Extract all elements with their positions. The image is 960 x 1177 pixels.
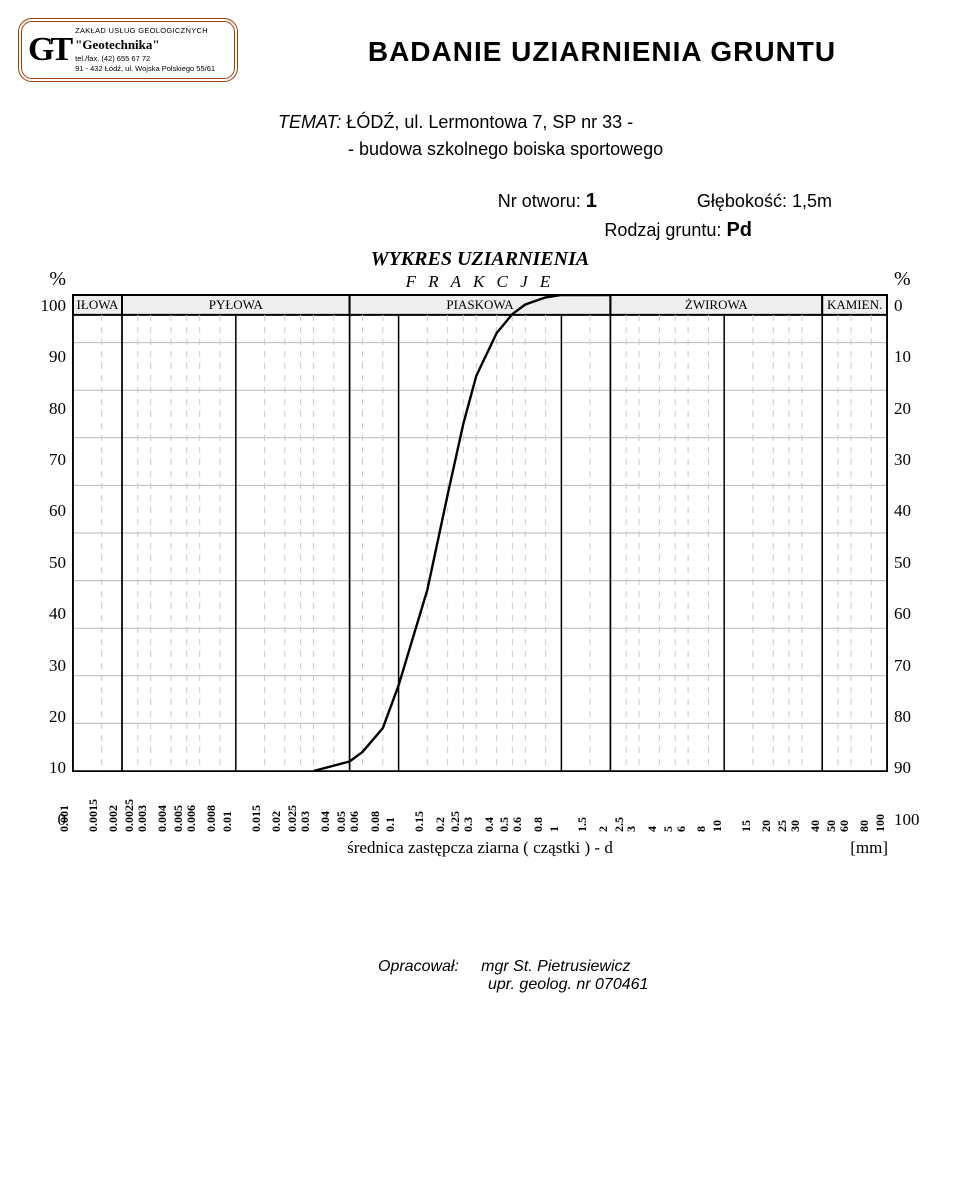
- x-tick: 0.4: [482, 817, 497, 832]
- y-left-tick: 100: [20, 297, 66, 314]
- x-tick: 1: [547, 826, 562, 832]
- x-tick: 0.3: [461, 817, 476, 832]
- y-left-tick: 30: [20, 657, 66, 674]
- logo-mark: GT: [28, 33, 69, 67]
- fraction-label: ŻWIROWA: [685, 297, 748, 313]
- y-axis-left: % 1009080706050403020100: [20, 268, 66, 828]
- x-tick: 60: [837, 820, 852, 832]
- x-tick: 0.002: [106, 805, 121, 832]
- footer-cred: upr. geolog. nr 070461: [488, 976, 648, 993]
- y-left-tick: 10: [20, 759, 66, 776]
- x-tick: 0.004: [155, 805, 170, 832]
- depth-label: Głębokość:: [697, 191, 787, 211]
- depth-value: 1,5m: [792, 191, 832, 211]
- x-tick: 100: [873, 814, 888, 832]
- footer-name: mgr St. Pietrusiewicz: [481, 958, 630, 975]
- y-left-unit: %: [20, 268, 66, 297]
- y-left-tick: 20: [20, 708, 66, 725]
- y-right-tick: 30: [894, 451, 940, 468]
- x-tick: 0.1: [383, 817, 398, 832]
- company-logo-card: GT ZAKŁAD USŁUG GEOLOGICZNYCH "Geotechni…: [18, 18, 238, 82]
- x-tick: 0.2: [433, 817, 448, 832]
- y-right-tick: 70: [894, 657, 940, 674]
- x-tick: 0.06: [347, 811, 362, 832]
- y-left-tick: 40: [20, 605, 66, 622]
- x-tick: 0.08: [368, 811, 383, 832]
- borehole-value: 1: [586, 190, 597, 212]
- company-line4: 91 - 432 Łódź, ul. Wojska Polskiego 55/6…: [75, 64, 215, 74]
- x-tick: 0.015: [249, 805, 264, 832]
- y-right-tick: 50: [894, 554, 940, 571]
- borehole-depth-row: Nr otworu: 1 Głębokość: 1,5m: [18, 190, 832, 213]
- x-tick: 0.003: [135, 805, 150, 832]
- x-tick: 80: [857, 820, 872, 832]
- grain-size-chart: WYKRES UZIARNIENIA F R A K C J E % 10090…: [20, 268, 940, 828]
- y-right-tick: 10: [894, 348, 940, 365]
- y-right-tick: 100: [894, 811, 940, 828]
- fraction-label: KAMIEN.: [827, 297, 882, 313]
- x-tick: 2: [596, 826, 611, 832]
- page-title: BADANIE UZIARNIENIA GRUNTU: [262, 36, 942, 68]
- subject-line-1: TEMAT: ŁÓDŹ, ul. Lermontowa 7, SP nr 33 …: [278, 112, 942, 133]
- x-tick: 0.03: [298, 811, 313, 832]
- x-tick: 0.6: [510, 817, 525, 832]
- x-tick: 0.04: [318, 811, 333, 832]
- y-right-tick: 60: [894, 605, 940, 622]
- footer-label: Opracował:: [378, 958, 459, 975]
- fraction-label: PIASKOWA: [446, 297, 513, 313]
- y-right-tick: 90: [894, 759, 940, 776]
- x-tick: 0.01: [220, 811, 235, 832]
- subject-value-1: ŁÓDŹ, ul. Lermontowa 7, SP nr 33 -: [346, 112, 633, 132]
- x-tick: 6: [674, 826, 689, 832]
- y-left-tick: 90: [20, 348, 66, 365]
- y-right-tick: 0: [894, 297, 940, 314]
- company-line3: tel./fax. (42) 655 67 72: [75, 54, 215, 64]
- soil-row: Rodzaj gruntu: Pd: [18, 219, 752, 242]
- chart-title: WYKRES UZIARNIENIA: [72, 248, 888, 271]
- y-right-tick: 80: [894, 708, 940, 725]
- borehole-label: Nr otworu:: [498, 191, 581, 211]
- subject-line-2: - budowa szkolnego boiska sportowego: [348, 139, 942, 160]
- x-tick: 0.0015: [86, 799, 101, 832]
- y-right-unit: %: [894, 268, 940, 297]
- x-tick: 8: [694, 826, 709, 832]
- y-left-tick: 50: [20, 554, 66, 571]
- soil-label: Rodzaj gruntu:: [604, 220, 721, 240]
- x-tick: 0.02: [269, 811, 284, 832]
- x-tick: 0.15: [412, 811, 427, 832]
- x-axis-ticks: 0.0010.00150.0020.00250.0030.0040.0050.0…: [72, 776, 888, 826]
- x-tick: 40: [808, 820, 823, 832]
- x-tick: 15: [739, 820, 754, 832]
- soil-value: Pd: [726, 219, 752, 241]
- x-axis-unit: [mm]: [850, 838, 888, 858]
- fraction-label: PYŁOWA: [209, 297, 263, 313]
- x-tick: 1.5: [575, 817, 590, 832]
- company-text: ZAKŁAD USŁUG GEOLOGICZNYCH "Geotechnika"…: [75, 26, 215, 74]
- x-tick: 0.001: [57, 805, 72, 832]
- x-tick: 0.8: [531, 817, 546, 832]
- y-axis-right: % 0 10 20 30 40 50 60 70 80 90 100: [894, 268, 940, 828]
- fraction-label: IŁOWA: [77, 297, 119, 313]
- y-left-tick: 60: [20, 502, 66, 519]
- y-right-tick: 40: [894, 502, 940, 519]
- x-tick: 3: [624, 826, 639, 832]
- footer-credit: Opracował: mgr St. Pietrusiewicz upr. ge…: [378, 958, 942, 994]
- x-tick: 0.008: [204, 805, 219, 832]
- company-line2: "Geotechnika": [75, 36, 215, 54]
- x-tick: 4: [645, 826, 660, 832]
- company-line1: ZAKŁAD USŁUG GEOLOGICZNYCH: [75, 26, 215, 36]
- subject-label: TEMAT:: [278, 112, 341, 132]
- plot-area: IŁOWA PYŁOWA PIASKOWA ŻWIROWA KAMIEN.: [72, 294, 888, 772]
- y-right-tick: 20: [894, 400, 940, 417]
- x-tick: 20: [759, 820, 774, 832]
- x-tick: 0.006: [184, 805, 199, 832]
- x-tick: 30: [788, 820, 803, 832]
- x-axis-caption: średnica zastępcza ziarna ( cząstki ) - …: [72, 838, 888, 858]
- fractions-title: F R A K C J E: [72, 272, 888, 294]
- x-tick: 10: [710, 820, 725, 832]
- y-left-tick: 70: [20, 451, 66, 468]
- y-left-tick: 80: [20, 400, 66, 417]
